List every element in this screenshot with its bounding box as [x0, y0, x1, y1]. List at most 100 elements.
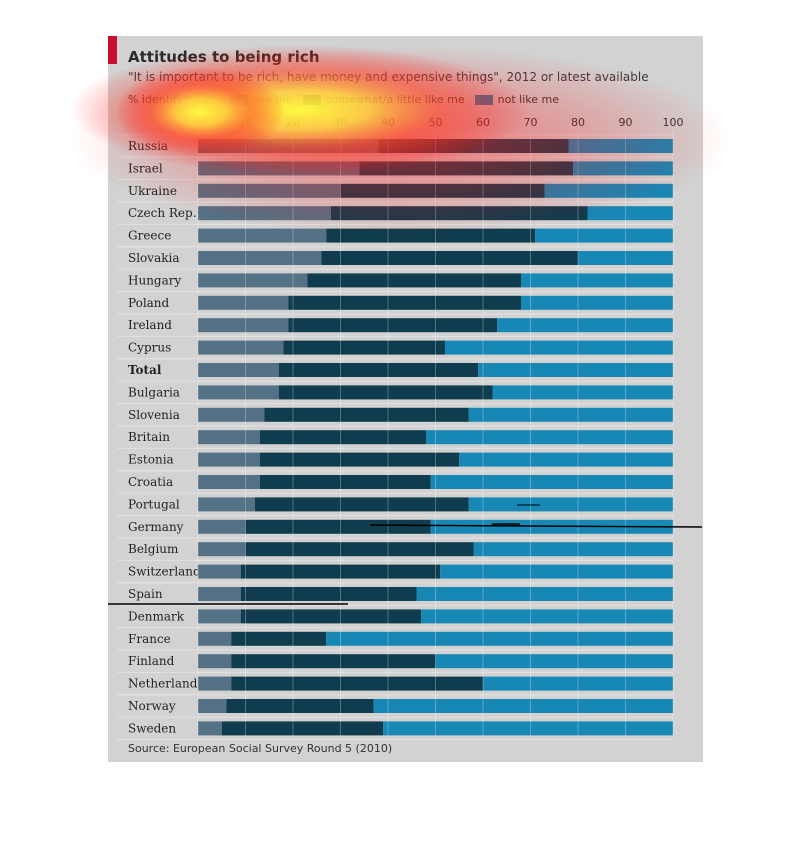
category-label: Hungary: [128, 273, 181, 287]
bar-segment: [231, 676, 483, 691]
bar-segment: [288, 295, 521, 310]
x-tick-label: 0: [195, 116, 202, 129]
bar-segment: [373, 699, 673, 713]
x-tick-label: 30: [334, 116, 348, 129]
x-tick-label: 40: [381, 116, 395, 129]
bar-segment: [198, 497, 255, 512]
bar-segment: [259, 452, 460, 467]
category-label: Slovakia: [128, 251, 179, 265]
bar-segment: [198, 206, 331, 221]
bar-segment: [331, 206, 588, 221]
category-label: Czech Rep.: [128, 206, 197, 220]
bar-segment: [288, 318, 498, 333]
bar-segment: [198, 654, 232, 669]
category-label: Cyprus: [128, 341, 171, 355]
category-label: France: [128, 632, 171, 646]
x-tick-label: 100: [663, 116, 684, 129]
bar-segment: [468, 407, 673, 422]
bar-segment: [198, 587, 241, 601]
bar-segment: [521, 295, 673, 310]
bar-segment: [198, 385, 279, 400]
bar-segment: [430, 475, 673, 489]
x-tick-label: 90: [619, 116, 633, 129]
bar-segment: [307, 273, 521, 288]
bar-segment: [578, 251, 673, 265]
bar-segment: [459, 452, 673, 467]
bar-segment: [221, 721, 384, 736]
bar-segment: [445, 340, 673, 355]
bar-segment: [231, 631, 327, 646]
category-label: Switzerland: [128, 565, 201, 579]
bar-segment: [198, 452, 260, 467]
category-label: Portugal: [128, 497, 180, 511]
bar-segment: [255, 497, 469, 512]
x-tick-label: 50: [429, 116, 443, 129]
bar-segment: [198, 631, 232, 646]
x-tick-label: 60: [476, 116, 490, 129]
bar-segment: [383, 721, 673, 736]
bar-segment: [198, 430, 260, 445]
bar-segment: [535, 228, 673, 243]
bar-segment: [198, 340, 284, 355]
bar-segment: [483, 676, 673, 691]
category-label: Bulgaria: [128, 385, 180, 399]
bar-segment: [198, 363, 279, 377]
category-label: Total: [128, 363, 162, 377]
bar-segment: [198, 519, 246, 534]
bar-segment: [587, 206, 673, 221]
category-label: Spain: [128, 587, 163, 601]
category-label: Russia: [128, 139, 168, 153]
x-tick-label: 10: [239, 116, 253, 129]
bar-segment: [478, 363, 673, 377]
category-label: Norway: [128, 699, 176, 713]
category-label: Greece: [128, 229, 171, 243]
category-label: Israel: [128, 161, 163, 175]
bar-segment: [198, 475, 260, 489]
bar-segment: [573, 161, 673, 176]
bar-segment: [473, 542, 673, 557]
category-label: Sweden: [128, 721, 176, 735]
bar-segment: [259, 475, 431, 489]
bar-segment: [440, 564, 673, 579]
bar-segment: [198, 676, 232, 691]
bar-segment: [198, 183, 341, 198]
bar-segment: [416, 587, 673, 601]
bar-segment: [326, 228, 536, 243]
category-label: Netherlands: [128, 677, 204, 691]
category-label: Estonia: [128, 453, 174, 467]
bar-segment: [264, 407, 469, 422]
category-label: Ireland: [128, 318, 172, 332]
bar-segment: [468, 497, 673, 512]
category-label: Croatia: [128, 475, 173, 489]
bar-segment: [378, 139, 569, 153]
bar-segment: [568, 139, 673, 153]
bar-segment: [340, 183, 545, 198]
bar-segment: [245, 542, 474, 557]
bar-segment: [245, 519, 431, 534]
category-label: Ukraine: [128, 184, 177, 198]
bar-segment: [231, 654, 436, 669]
bar-segment: [198, 273, 308, 288]
category-label: Finland: [128, 654, 175, 668]
category-label: Slovenia: [128, 408, 180, 422]
bar-segment: [198, 564, 241, 579]
category-label: Denmark: [128, 609, 185, 623]
bar-segment: [198, 161, 360, 176]
category-label: Britain: [128, 430, 170, 444]
source-note: Source: European Social Survey Round 5 (…: [128, 742, 393, 755]
bar-segment: [259, 430, 426, 445]
bar-segment: [544, 183, 673, 198]
bar-segment: [240, 587, 417, 601]
category-label: Poland: [128, 296, 170, 310]
bar-segment: [198, 251, 322, 265]
x-tick-label: 80: [571, 116, 585, 129]
x-tick-label: 20: [286, 116, 300, 129]
x-tick-label: 70: [524, 116, 538, 129]
bar-segment: [198, 295, 289, 310]
bar-segment: [430, 519, 673, 534]
bar-segment: [521, 273, 673, 288]
bar-segment: [198, 139, 379, 153]
category-label: Belgium: [128, 542, 179, 556]
bar-segment: [240, 564, 441, 579]
